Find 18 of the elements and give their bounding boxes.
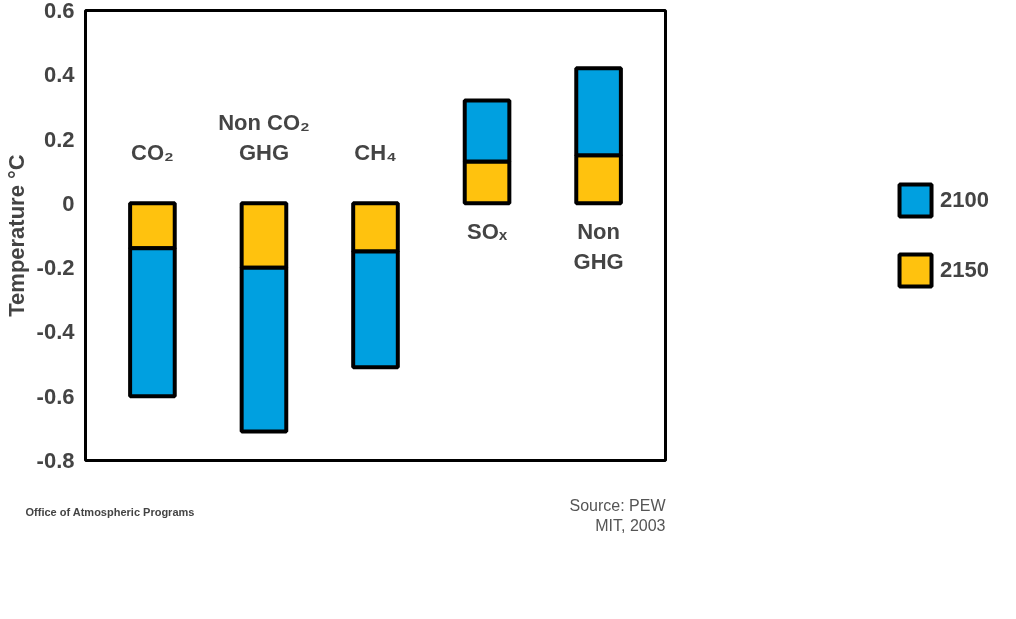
y-axis-title: Temperature °C [3,154,29,317]
y-tick-label: -0.8 [36,448,75,473]
source-note: Source: PEW MIT, 2003 [569,497,667,535]
y-tick-label: 0.4 [43,62,76,88]
y-tick-label: 0 [62,190,75,216]
x-tick-label: SOₓ [467,219,508,245]
legend-label: 2150 [940,257,989,283]
y-tick-label: -0.2 [36,255,75,281]
y-tick-label: 0.2 [43,126,75,152]
x-tick-label: CO₂ [131,139,174,165]
x-tick-label: Non GHG [573,219,624,275]
y-tick-label: 0.6 [43,0,75,23]
x-tick-label: CH₄ [354,139,397,165]
y-tick-label: -0.4 [36,319,76,345]
legend-label: 2100 [940,187,989,213]
text: Office of Atmospheric Programs [25,505,195,518]
x-tick-label: Non CO₂ GHG [218,109,310,165]
y-tick-label: -0.6 [36,383,75,409]
